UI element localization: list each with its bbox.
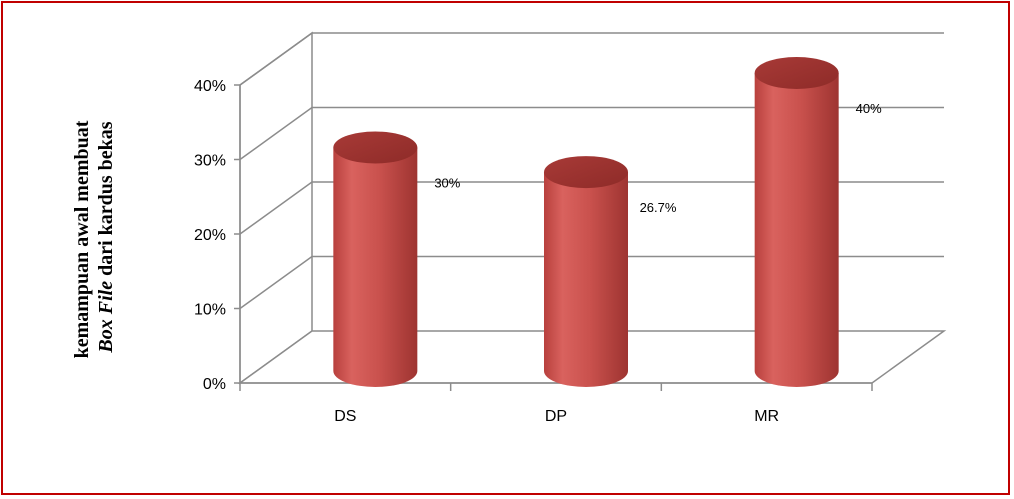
gridline	[239, 255, 944, 310]
y-tick-label: 10%	[194, 302, 226, 319]
gridlines	[234, 32, 944, 384]
bar-mr	[754, 57, 839, 387]
axes	[239, 85, 873, 391]
y-tick-label: 30%	[194, 153, 226, 170]
y-axis-title-line1: kemampuan awal membuat	[71, 120, 93, 358]
y-tick-label: 40%	[194, 78, 226, 95]
y-axis-title-italic: Box File	[95, 281, 117, 354]
gridline	[239, 106, 944, 161]
x-tick-label: DS	[334, 408, 356, 425]
data-labels: 30% 26.7% 40%	[434, 101, 882, 215]
gridline	[239, 181, 944, 235]
y-tick-label: 0%	[203, 376, 226, 393]
y-axis-title-rest: dari kardus bekas	[95, 121, 117, 281]
bars	[333, 57, 839, 387]
bar-body	[544, 172, 628, 387]
y-tick-label: 20%	[194, 227, 226, 244]
bar-top	[333, 131, 418, 164]
bar-dp	[544, 156, 628, 387]
bar-top	[544, 156, 628, 189]
tick-labels: 0% 10% 20% 30% 40% DS DP MR	[194, 78, 779, 425]
bar-ds	[333, 131, 418, 387]
x-tick-label: DP	[545, 408, 567, 425]
x-tick-label: MR	[754, 408, 779, 425]
bar-body	[333, 147, 418, 387]
bar-body	[754, 73, 839, 387]
bar-top	[754, 57, 839, 89]
data-label: 40%	[856, 101, 882, 116]
gridline	[239, 32, 944, 86]
data-label: 26.7%	[640, 200, 677, 215]
y-axis-title: kemampuan awal membuat Box File dari kar…	[71, 116, 117, 359]
data-label: 30%	[434, 176, 460, 191]
